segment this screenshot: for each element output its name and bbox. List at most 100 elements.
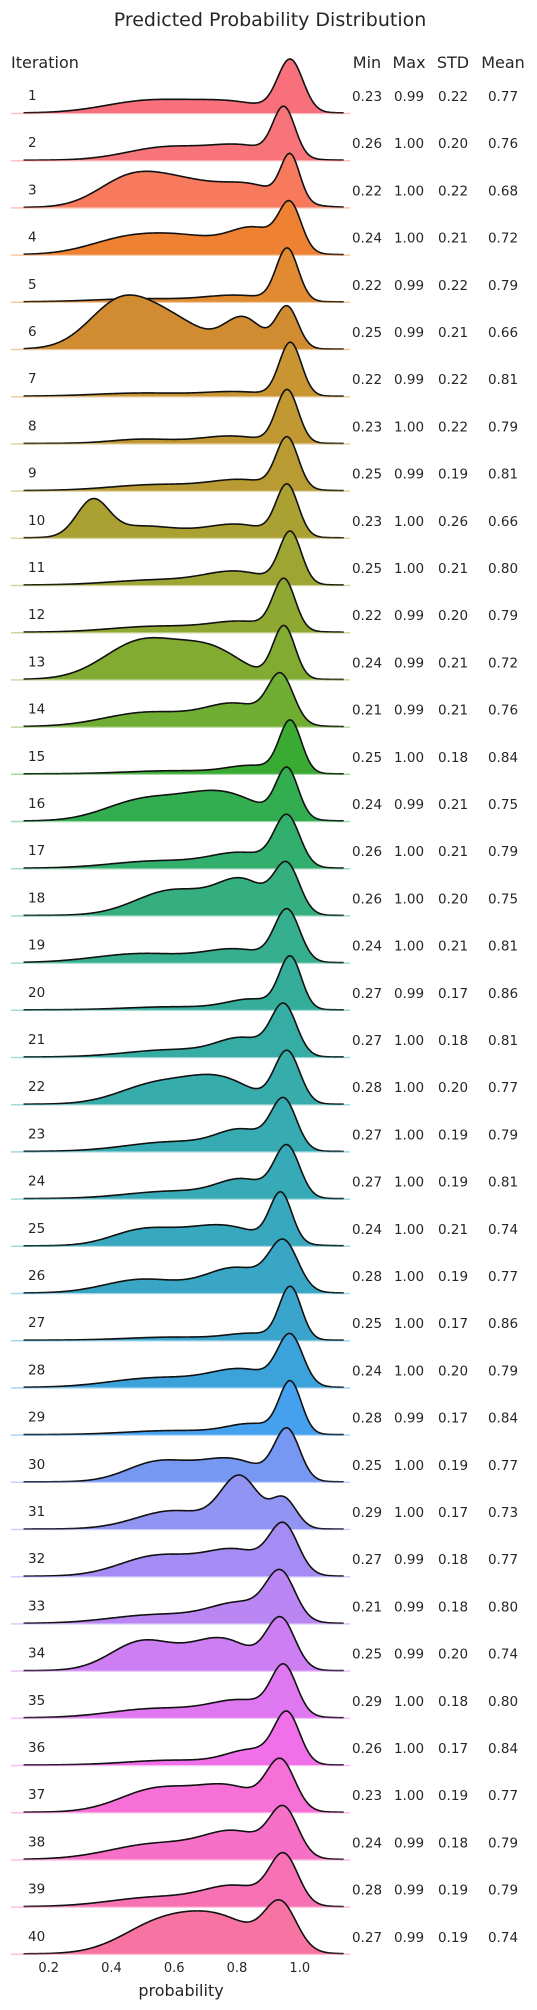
stat-std: 0.18 <box>438 1599 468 1615</box>
stat-max: 0.99 <box>394 89 424 105</box>
stat-max: 1.00 <box>394 1363 424 1379</box>
iteration-label: 2 <box>28 135 37 151</box>
ridge-row: 4 0.24 1.00 0.21 0.72 <box>11 199 518 256</box>
density-area <box>23 861 344 916</box>
stat-std: 0.19 <box>438 1930 468 1946</box>
density-area <box>23 1758 344 1813</box>
ridge-row: 11 0.25 1.00 0.21 0.80 <box>11 530 518 587</box>
stat-max: 1.00 <box>394 1316 424 1332</box>
ridge-row: 5 0.22 0.99 0.22 0.79 <box>11 246 518 304</box>
stat-max: 1.00 <box>394 561 424 577</box>
density-outline <box>23 1332 344 1389</box>
stat-min: 0.29 <box>352 1505 382 1521</box>
stat-max: 1.00 <box>394 183 424 199</box>
stat-max: 0.99 <box>394 467 424 483</box>
stat-min: 0.27 <box>352 1127 382 1143</box>
ridge-row: 35 0.29 1.00 0.18 0.80 <box>11 1662 518 1720</box>
stat-min: 0.26 <box>352 1741 382 1757</box>
iteration-label: 38 <box>28 1834 45 1850</box>
stat-min: 0.23 <box>352 514 382 530</box>
iteration-label: 24 <box>28 1174 45 1190</box>
density-outline <box>23 907 344 964</box>
density-outline <box>23 341 344 397</box>
density-outline <box>23 1757 344 1813</box>
ridge-row: 25 0.24 1.00 0.21 0.74 <box>11 1190 518 1248</box>
ridge-row: 24 0.27 1.00 0.19 0.81 <box>11 1143 518 1200</box>
stat-max: 0.99 <box>394 655 424 671</box>
stat-std: 0.19 <box>438 1788 468 1804</box>
iteration-label: 39 <box>28 1882 45 1898</box>
stat-std: 0.21 <box>438 231 468 247</box>
stat-std: 0.19 <box>438 1883 468 1899</box>
stat-header-std: STD <box>437 53 469 72</box>
density-outline <box>23 1379 344 1436</box>
stat-mean: 0.79 <box>488 1883 518 1899</box>
stat-mean: 0.84 <box>488 1411 518 1427</box>
density-area <box>23 1852 344 1907</box>
stat-min: 0.23 <box>352 419 382 435</box>
iteration-label: 28 <box>28 1362 45 1378</box>
stat-mean: 0.81 <box>488 372 518 388</box>
stat-std: 0.21 <box>438 1222 468 1238</box>
density-outline <box>23 58 344 114</box>
stat-min: 0.25 <box>352 467 382 483</box>
stat-std: 0.18 <box>438 1835 468 1851</box>
stat-min: 0.21 <box>352 1599 382 1615</box>
stat-max: 1.00 <box>394 514 424 530</box>
ridge-row: 33 0.21 0.99 0.18 0.80 <box>11 1568 518 1625</box>
iteration-label: 36 <box>28 1740 45 1756</box>
stat-max: 0.99 <box>394 1411 424 1427</box>
stat-max: 1.00 <box>394 1033 424 1049</box>
stat-max: 1.00 <box>394 136 424 152</box>
density-area <box>23 531 344 585</box>
stat-max: 0.99 <box>394 1552 424 1568</box>
stat-mean: 0.80 <box>488 561 518 577</box>
iteration-label: 5 <box>28 277 37 293</box>
stat-min: 0.24 <box>352 231 382 247</box>
stat-min: 0.24 <box>352 1363 382 1379</box>
stat-min: 0.24 <box>352 1835 382 1851</box>
stat-max: 1.00 <box>394 844 424 860</box>
stat-min: 0.25 <box>352 1458 382 1474</box>
stat-std: 0.17 <box>438 1316 468 1332</box>
iteration-label: 4 <box>28 230 37 246</box>
iteration-label: 6 <box>28 324 37 340</box>
stat-min: 0.27 <box>352 986 382 1002</box>
stat-max: 1.00 <box>394 1741 424 1757</box>
stat-max: 0.99 <box>394 1835 424 1851</box>
ridge-row: 3 0.22 1.00 0.22 0.68 <box>11 152 518 209</box>
stat-mean: 0.73 <box>488 1505 518 1521</box>
row-header: Iteration <box>11 53 79 72</box>
density-outline <box>23 152 344 209</box>
iteration-label: 34 <box>28 1646 45 1662</box>
iteration-label: 27 <box>28 1315 45 1331</box>
x-tick-label: 0.4 <box>101 1961 122 1976</box>
stat-mean: 0.86 <box>488 1316 518 1332</box>
iteration-label: 21 <box>28 1032 45 1048</box>
iteration-label: 17 <box>28 843 45 859</box>
density-outline <box>23 954 344 1011</box>
stat-std: 0.22 <box>438 89 468 105</box>
stat-std: 0.17 <box>438 986 468 1002</box>
stat-min: 0.28 <box>352 1269 382 1285</box>
stat-mean: 0.75 <box>488 891 518 907</box>
density-area <box>23 767 344 821</box>
ridge-row: 12 0.22 0.99 0.20 0.79 <box>11 577 518 634</box>
ridge-row: 21 0.27 1.00 0.18 0.81 <box>11 1002 518 1059</box>
stat-min: 0.28 <box>352 1411 382 1427</box>
stat-mean: 0.80 <box>488 1694 518 1710</box>
density-area <box>23 1663 344 1718</box>
stat-max: 0.99 <box>394 1883 424 1899</box>
stat-min: 0.23 <box>352 1788 382 1804</box>
stat-max: 1.00 <box>394 1694 424 1710</box>
density-area <box>23 1097 344 1152</box>
ridge-row: 13 0.24 0.99 0.21 0.72 <box>11 624 518 681</box>
stat-mean: 0.74 <box>488 1222 518 1238</box>
iteration-label: 12 <box>28 607 45 623</box>
stat-std: 0.26 <box>438 514 468 530</box>
stat-mean: 0.74 <box>488 1930 518 1946</box>
stat-std: 0.21 <box>438 561 468 577</box>
x-axis-label: probability <box>138 1981 223 2000</box>
density-area <box>23 295 344 349</box>
